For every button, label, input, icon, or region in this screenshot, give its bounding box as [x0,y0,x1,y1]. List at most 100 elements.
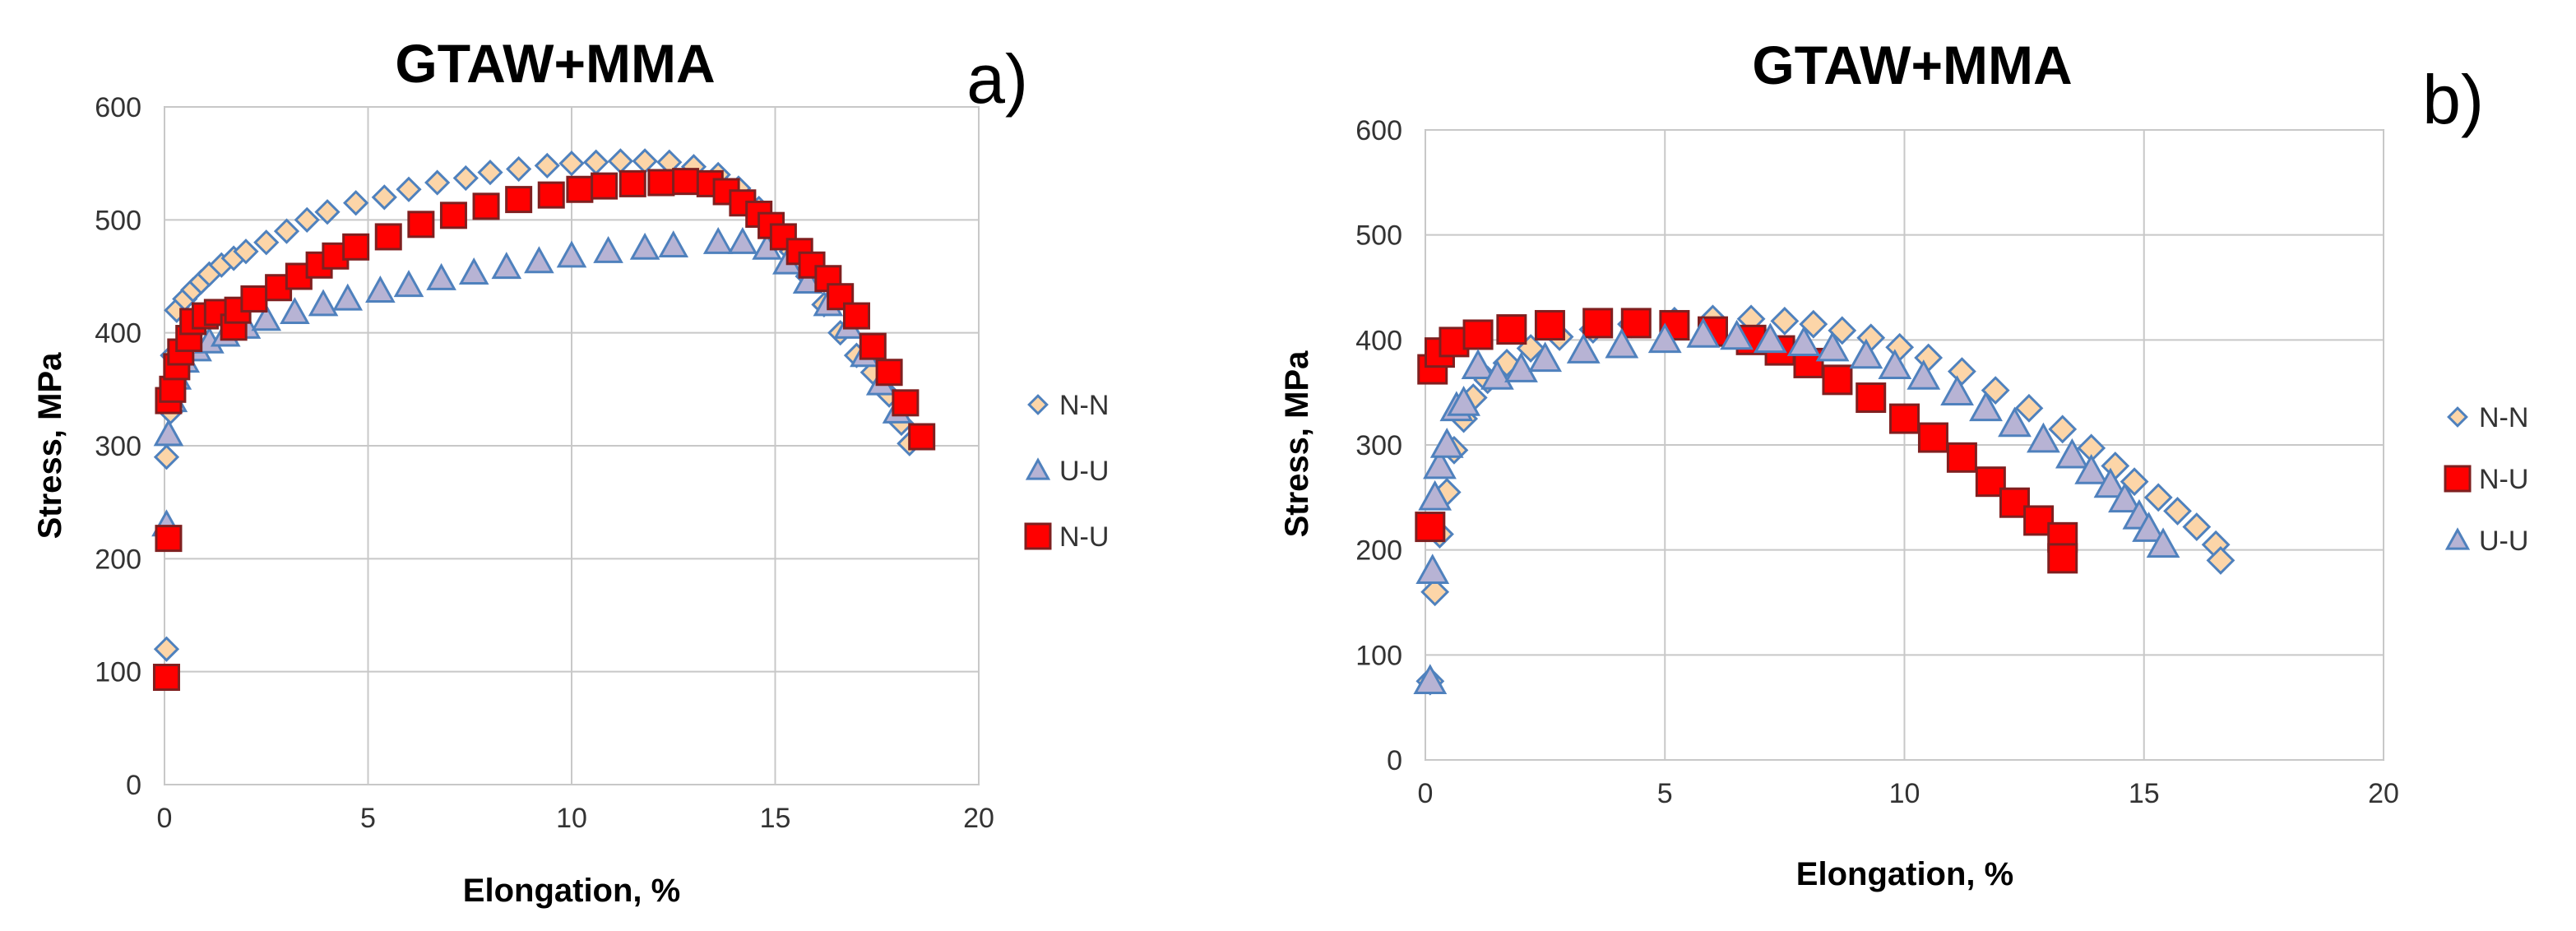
chart-a-point-u-u [629,232,660,260]
chart-b-legend-marker-n-n [2447,406,2468,428]
chart-a-point-u-u [556,240,587,268]
chart-a-point-n-u [152,664,180,692]
chart-a-point-n-u [240,285,268,313]
chart-a-point-n-u [159,375,187,403]
chart-b-series-u-u [1413,317,2180,695]
chart-b-point-n-u [1496,314,1527,345]
chart-a-point-n-u [407,211,435,239]
chart-a-point-u-u [426,262,456,290]
chart-a-y-tick-label: 500 [95,205,141,236]
chart-a-point-u-u [727,226,758,254]
chart-b-series [1413,304,2235,696]
chart-b-point-n-u [1582,308,1614,339]
chart-b-point-n-n [2101,452,2130,480]
chart-a-legend-marker-n-n [1027,394,1049,415]
chart-b-point-u-u [1528,341,1563,373]
chart-a-point-u-u [491,252,522,280]
chart-a-point-u-u [458,257,489,285]
chart-b-point-u-u [1413,664,1448,695]
chart-a-y-ticks: 0 100 200 300 400 500 600 [95,92,141,801]
chart-b-point-n-u [1946,442,1977,473]
chart-a-title: GTAW+MMA [395,33,715,94]
chart-b-gridlines [1425,129,2384,761]
chart-b-point-u-u [2074,453,2109,484]
chart-a-point-n-n [477,160,503,186]
chart-b-y-axis-label: Stress, MPa [1279,350,1315,538]
chart-a-point-n-u [619,169,646,197]
chart-b-point-u-u [1480,359,1514,390]
chart-b-point-u-u [1907,359,1941,390]
chart-b-point-u-u [2108,482,2142,513]
chart-b-legend-label-u-u: U-U [2479,526,2528,557]
chart-b-x-tick-label: 5 [1657,778,1673,809]
chart-b-point-n-u [1534,309,1565,340]
chart-a-point-n-n [294,206,320,233]
chart-b-point-u-u [1878,349,1912,380]
chart-b-point-n-n [2048,415,2078,444]
chart-b-point-u-u [1605,327,1639,359]
chart-b-point-n-u [1822,364,1853,396]
chart-a-point-n-n [153,444,180,470]
chart-b-y-tick-label: 400 [1355,325,1402,356]
chart-b-x-ticks: 0 5 10 15 20 [1418,778,2399,809]
chart-b-point-n-u [1462,319,1494,350]
chart-b-point-u-u [1566,333,1601,364]
chart-b-legend-label-n-n: N-N [2479,402,2528,433]
chart-a-point-n-n [558,151,585,177]
chart-a-x-tick-label: 15 [760,803,791,834]
chart-b-point-u-u [1786,326,1821,356]
chart-b-point-u-u [2055,438,2089,469]
chart-b-point-n-u [1620,308,1652,339]
chart-a-legend-label-n-n: N-N [1059,390,1109,421]
chart-b-point-n-n [2163,497,2192,526]
chart-b-point-n-n [1885,332,1915,362]
chart-a-point-n-u [566,175,594,203]
chart-b-point-n-u [1415,512,1446,543]
chart-a-point-n-n [343,190,369,216]
chart-a-panel-label: a) [966,40,1028,118]
chart-a-legend-label-u-u: U-U [1059,456,1109,487]
chart-b-point-u-u [1647,322,1682,354]
chart-a-point-u-u [702,226,734,254]
chart-a-point-u-u [658,230,689,258]
chart-b-point-n-n [2014,393,2044,423]
chart-b-legend-marker-u-u [2444,527,2471,550]
chart-a-point-u-u [153,419,184,447]
chart-a-point-n-u [374,223,402,251]
chart-b-point-n-u [1889,403,1920,434]
chart-b-y-tick-label: 300 [1355,430,1402,461]
chart-a-point-u-u [393,270,424,298]
chart-a-point-n-u [537,181,565,209]
chart-a-point-n-n [632,148,658,174]
chart-b-legend-marker-n-u [2444,465,2472,493]
chart-b-point-u-u [2027,422,2060,453]
chart-b-x-tick-label: 10 [1889,778,1920,809]
chart-b-point-u-u [2146,527,2180,558]
chart-a-point-n-n [273,218,300,244]
chart-a-x-axis-label: Elongation, % [463,873,680,909]
chart-a-point-n-u [859,332,887,360]
chart-b-title: GTAW+MMA [1752,35,2072,95]
chart-b-x-tick-label: 0 [1418,778,1434,809]
chart-a-point-n-n [424,169,451,196]
chart-b-point-u-u [1720,319,1754,350]
chart-b-y-tick-label: 100 [1355,640,1402,671]
chart-b-point-n-u [1856,382,1887,414]
chart-a-point-n-n [607,148,634,174]
chart-b-point-u-u [1415,554,1450,584]
chart-a-point-u-u [332,283,364,311]
chart-b-point-u-u [1418,479,1452,511]
chart-b-point-n-n [2120,467,2149,497]
chart-a-series [151,148,936,692]
chart-a-y-tick-label: 600 [95,92,141,123]
chart-b-point-u-u [1849,338,1883,369]
chart-a-point-n-u [908,423,936,451]
chart-a-point-n-n [583,149,609,175]
chart-a-point-n-u [892,389,920,417]
chart-b-point-u-u [1815,331,1850,362]
chart-a-point-u-u [524,246,554,274]
chart-b-y-ticks: 0 100 200 300 400 500 600 [1355,115,1402,776]
chart-a-legend-label-n-u: N-U [1059,521,1109,553]
chart-a-y-tick-label: 0 [126,770,141,801]
chart-a-point-n-n [253,229,280,256]
